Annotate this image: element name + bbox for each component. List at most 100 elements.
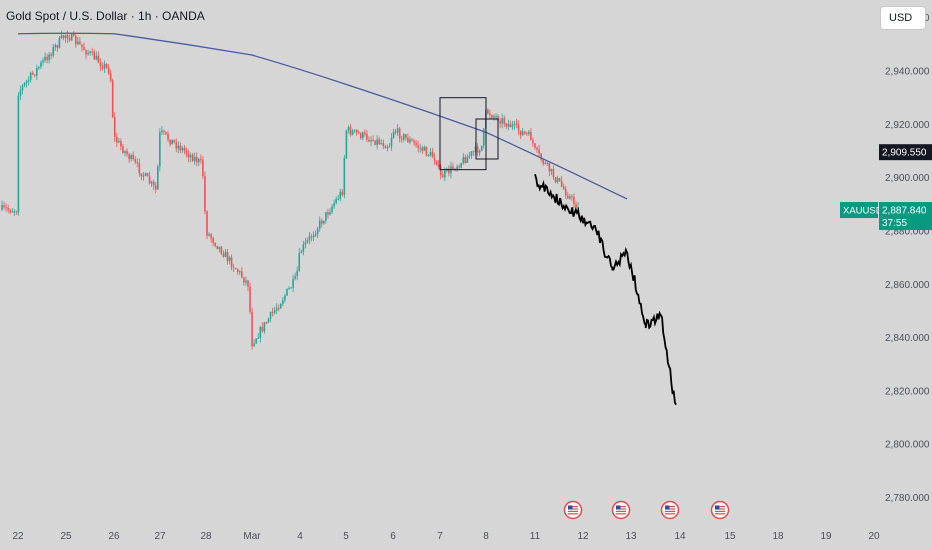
candle-body xyxy=(66,35,69,39)
candle-body xyxy=(556,177,559,183)
flag-stripe xyxy=(665,513,675,515)
candle-body xyxy=(263,322,266,332)
event-markers[interactable] xyxy=(563,500,730,520)
candle-body xyxy=(515,123,518,125)
projection-path[interactable] xyxy=(534,174,677,406)
candle-body xyxy=(161,130,163,133)
candle-body xyxy=(146,173,149,177)
candle-body xyxy=(400,138,403,140)
candle-body xyxy=(226,251,229,261)
candle-body xyxy=(228,257,231,261)
candle-body xyxy=(275,308,278,311)
candle-body xyxy=(75,35,77,45)
range-boxes[interactable] xyxy=(439,97,499,171)
candle-body xyxy=(271,311,274,313)
candle-body xyxy=(302,244,305,252)
candle-body xyxy=(370,140,372,142)
x-tick-label: 8 xyxy=(483,531,489,542)
candle-body xyxy=(378,139,380,144)
us-flag-icon[interactable] xyxy=(611,500,631,520)
us-flag-icon[interactable] xyxy=(563,500,583,520)
candle-body xyxy=(458,166,460,168)
candle-body xyxy=(21,85,24,91)
flag-stripe xyxy=(616,510,626,512)
symbol-tag xyxy=(840,202,878,219)
candle-body xyxy=(403,134,405,140)
x-tick-label: 5 xyxy=(343,531,349,542)
candle-body xyxy=(411,139,413,141)
us-flag-icon[interactable] xyxy=(660,500,680,520)
candle-body xyxy=(364,132,366,134)
candle-body xyxy=(392,131,395,138)
candle-body xyxy=(251,311,253,347)
candle-body xyxy=(573,196,575,204)
candle-body xyxy=(460,163,462,168)
candle-body xyxy=(136,162,139,164)
candle-body xyxy=(179,145,182,151)
candle-body xyxy=(134,159,137,163)
candle-body xyxy=(464,157,467,163)
flag-ring xyxy=(611,500,631,520)
candle-body xyxy=(44,56,46,61)
candle-body xyxy=(200,159,202,161)
candle-body xyxy=(341,191,344,195)
flag-canton xyxy=(568,505,573,510)
candle-body xyxy=(554,177,557,183)
candle-body xyxy=(536,147,538,150)
candle-body xyxy=(503,118,506,124)
candle-body xyxy=(546,162,549,164)
candle-body xyxy=(325,212,327,221)
candle-body xyxy=(187,153,190,158)
curve-trendline[interactable] xyxy=(17,32,628,200)
candle-body xyxy=(347,127,350,131)
projection-line[interactable] xyxy=(534,174,677,406)
candle-body xyxy=(85,50,87,55)
candle-body xyxy=(70,34,73,41)
range-box[interactable] xyxy=(475,118,499,160)
candle-body xyxy=(38,66,40,68)
flag-ring xyxy=(563,500,583,520)
candle-body xyxy=(337,198,339,200)
range-box[interactable] xyxy=(439,97,487,171)
candle-body xyxy=(425,146,428,156)
candle-body xyxy=(83,47,85,51)
candle-body xyxy=(152,181,155,186)
candle-body xyxy=(480,145,483,151)
candle-body xyxy=(550,169,553,172)
candle-body xyxy=(120,141,122,147)
us-flag-icon[interactable] xyxy=(710,500,730,520)
candle-body xyxy=(3,205,5,208)
candle-body xyxy=(333,203,335,207)
candle-body xyxy=(95,55,98,60)
candle-body xyxy=(181,147,184,151)
candle-body xyxy=(491,115,493,118)
current-price-value: 2,887.840 xyxy=(882,206,927,217)
candle-body xyxy=(511,124,514,128)
candle-body xyxy=(216,245,219,249)
candle-body xyxy=(316,228,319,234)
candle-body xyxy=(413,140,415,143)
candle-body xyxy=(159,132,161,167)
candle-body xyxy=(339,191,342,199)
candle-body xyxy=(163,130,165,132)
candle-body xyxy=(185,150,188,154)
candle-body xyxy=(509,123,512,128)
currency-button[interactable]: USD xyxy=(880,6,926,30)
x-tick-label: 11 xyxy=(530,531,541,542)
candle-body xyxy=(249,286,251,312)
candle-body xyxy=(532,140,534,144)
candle-body xyxy=(489,113,491,116)
x-tick-label: 7 xyxy=(437,531,443,542)
candle-body xyxy=(327,212,329,215)
candle-body xyxy=(171,139,173,145)
x-tick-label: 13 xyxy=(625,531,637,542)
flag-canton xyxy=(616,505,621,510)
candle-body xyxy=(150,181,153,184)
x-axis-band xyxy=(0,524,880,550)
last-close-value: 2,909.550 xyxy=(882,148,927,159)
x-tick-label: Mar xyxy=(243,531,261,542)
candle-body xyxy=(48,54,50,61)
candle-body xyxy=(157,166,159,190)
candle-body xyxy=(470,151,473,156)
